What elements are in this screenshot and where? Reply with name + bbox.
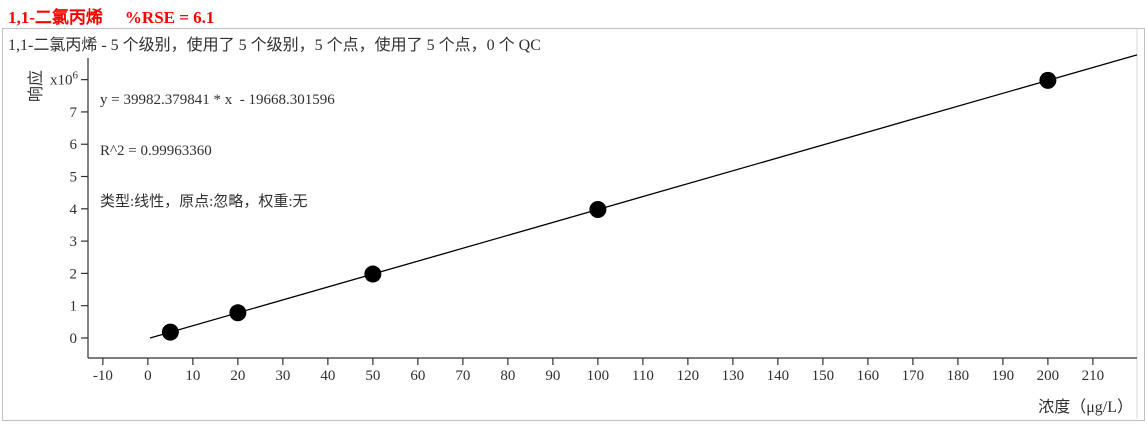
fit-type: 类型:线性，原点:忽略，权重:无 — [100, 194, 308, 210]
x-axis-title: 浓度（μg/L） — [1038, 399, 1133, 416]
curve-fit-info: y = 39982.379841 * x - 19668.301596 R^2 … — [100, 58, 335, 245]
calibration-summary: 1,1-二氯丙烯 - 5 个级别，使用了 5 个级别，5 个点，使用了 5 个点… — [8, 37, 541, 54]
x-tick-label: 40 — [320, 368, 335, 384]
x-tick-label: 210 — [1082, 368, 1105, 384]
data-point[interactable] — [589, 200, 607, 218]
x-tick-label: 150 — [812, 368, 835, 384]
y-axis-multiplier: x106 — [50, 70, 79, 89]
x-tick-label: 70 — [455, 368, 470, 384]
x-tick-label: 60 — [410, 368, 425, 384]
y-tick-label: 7 — [70, 105, 78, 121]
x-tick-label: 0 — [144, 368, 152, 384]
x-tick-label: 90 — [545, 368, 560, 384]
y-axis-title: 响应 — [28, 69, 45, 102]
y-tick-label: 0 — [70, 331, 78, 347]
x-tick-label: 10 — [185, 368, 200, 384]
fit-line — [149, 54, 1138, 339]
compound-title: 1,1-二氯丙烯 %RSE = 6.1 — [8, 3, 215, 27]
y-tick-label: 2 — [70, 266, 78, 282]
x-tick-label: 130 — [722, 368, 745, 384]
compound-name: 1,1-二氯丙烯 — [8, 8, 103, 27]
x-tick-label: 50 — [365, 368, 380, 384]
x-tick-label: 200 — [1037, 368, 1060, 384]
data-point[interactable] — [364, 265, 382, 283]
x-tick-label: 190 — [992, 368, 1015, 384]
x-tick-label: 30 — [275, 368, 290, 384]
data-point[interactable] — [229, 304, 247, 322]
y-tick-label: 5 — [70, 170, 78, 186]
x-tick-label: 160 — [857, 368, 880, 384]
y-tick-label: 4 — [70, 202, 78, 218]
x-tick-label: 120 — [677, 368, 700, 384]
y-tick-label: 1 — [70, 299, 78, 315]
fit-r-squared: R^2 = 0.99963360 — [100, 143, 212, 159]
y-tick-label: 6 — [70, 137, 78, 153]
rse-value: %RSE = 6.1 — [124, 8, 215, 27]
x-tick-label: 180 — [947, 368, 970, 384]
x-tick-label: 140 — [767, 368, 790, 384]
x-tick-label: 110 — [632, 368, 654, 384]
data-point[interactable] — [161, 323, 179, 341]
calibration-chart-region — [2, 28, 1145, 421]
fit-equation: y = 39982.379841 * x - 19668.301596 — [100, 92, 335, 108]
y-tick-label: 3 — [70, 234, 78, 250]
data-point[interactable] — [1039, 71, 1057, 89]
x-tick-label: 80 — [500, 368, 515, 384]
x-tick-label: 170 — [902, 368, 925, 384]
x-tick-label: 20 — [230, 368, 245, 384]
x-tick-label: 100 — [587, 368, 610, 384]
x-tick-label: -10 — [93, 368, 113, 384]
